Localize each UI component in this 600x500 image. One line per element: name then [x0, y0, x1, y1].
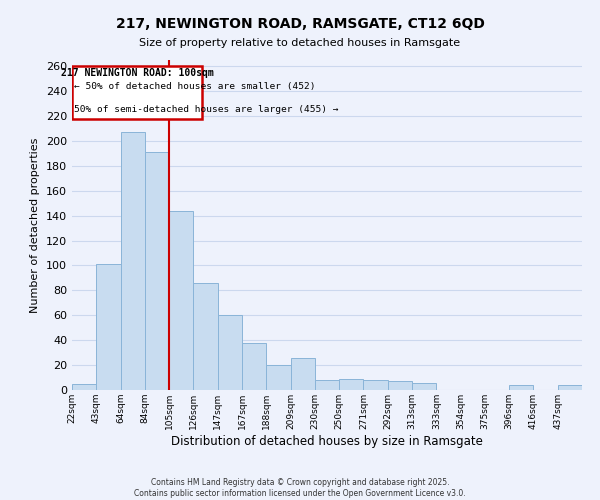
Bar	[218, 316, 242, 390]
Bar	[364, 380, 388, 390]
Bar	[388, 382, 412, 390]
Bar	[145, 152, 169, 390]
Bar	[266, 365, 290, 390]
Bar	[290, 358, 315, 390]
Bar	[412, 382, 436, 390]
X-axis label: Distribution of detached houses by size in Ramsgate: Distribution of detached houses by size …	[171, 434, 483, 448]
Bar	[315, 380, 339, 390]
FancyBboxPatch shape	[72, 66, 202, 118]
Text: 50% of semi-detached houses are larger (455) →: 50% of semi-detached houses are larger (…	[74, 104, 339, 114]
Bar	[121, 132, 145, 390]
Bar	[509, 385, 533, 390]
Bar	[193, 283, 218, 390]
Bar	[558, 385, 582, 390]
Bar	[242, 342, 266, 390]
Text: 217, NEWINGTON ROAD, RAMSGATE, CT12 6QD: 217, NEWINGTON ROAD, RAMSGATE, CT12 6QD	[116, 18, 484, 32]
Bar	[72, 384, 96, 390]
Text: ← 50% of detached houses are smaller (452): ← 50% of detached houses are smaller (45…	[74, 82, 316, 90]
Text: 217 NEWINGTON ROAD: 100sqm: 217 NEWINGTON ROAD: 100sqm	[61, 68, 214, 78]
Bar	[96, 264, 121, 390]
Text: Contains HM Land Registry data © Crown copyright and database right 2025.
Contai: Contains HM Land Registry data © Crown c…	[134, 478, 466, 498]
Text: Size of property relative to detached houses in Ramsgate: Size of property relative to detached ho…	[139, 38, 461, 48]
Y-axis label: Number of detached properties: Number of detached properties	[31, 138, 40, 312]
Bar	[169, 210, 193, 390]
Bar	[339, 379, 364, 390]
